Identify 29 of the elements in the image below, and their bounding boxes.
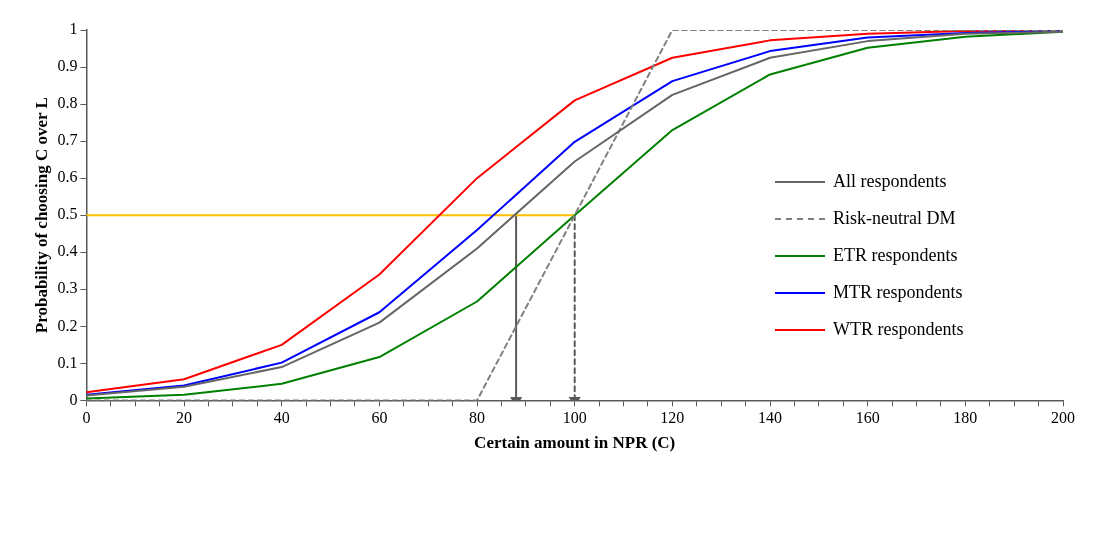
- x-tick-label: 180: [953, 409, 978, 427]
- x-tick-label: 60: [371, 409, 388, 427]
- x-axis-title: Certain amount in NPR (C): [474, 433, 676, 453]
- legend-label: WTR respondents: [833, 319, 964, 340]
- x-tick-label: 0: [82, 409, 91, 427]
- y-tick-label: 0.2: [57, 316, 78, 334]
- x-tick-label: 140: [758, 409, 783, 427]
- y-tick-label: 0.8: [57, 94, 78, 112]
- legend-label: All respondents: [833, 171, 947, 192]
- y-tick-label: 0.1: [57, 353, 78, 371]
- legend-label: Risk-neutral DM: [833, 208, 956, 229]
- legend-label: ETR respondents: [833, 245, 958, 266]
- x-tick-label: 40: [273, 409, 290, 427]
- x-tick-label: 200: [1051, 409, 1075, 427]
- x-tick-label: 120: [660, 409, 685, 427]
- y-tick-label: 0.3: [57, 279, 78, 297]
- x-tick-label: 160: [855, 409, 880, 427]
- y-tick-label: 1: [69, 20, 78, 38]
- y-tick-label: 0.4: [57, 242, 78, 260]
- x-tick-label: 80: [469, 409, 486, 427]
- x-tick-label: 100: [562, 409, 587, 427]
- legend-label: MTR respondents: [833, 282, 963, 303]
- y-tick-label: 0.5: [57, 205, 78, 223]
- x-tick-label: 20: [176, 409, 193, 427]
- y-tick-label: 0: [69, 390, 78, 408]
- y-tick-label: 0.6: [57, 168, 78, 186]
- y-tick-label: 0.7: [57, 131, 78, 149]
- y-tick-label: 0.9: [57, 57, 78, 75]
- y-axis-title: Probability of choosing C over L: [31, 97, 51, 334]
